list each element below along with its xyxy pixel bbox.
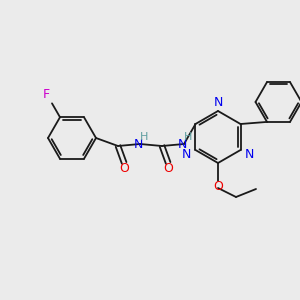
Text: N: N xyxy=(213,95,223,109)
Text: N: N xyxy=(133,137,143,151)
Text: O: O xyxy=(119,162,129,176)
Text: O: O xyxy=(213,179,223,193)
Text: N: N xyxy=(245,148,254,160)
Text: N: N xyxy=(177,137,187,151)
Text: N: N xyxy=(182,148,191,160)
Text: O: O xyxy=(163,162,173,176)
Text: H: H xyxy=(184,132,192,142)
Text: H: H xyxy=(140,132,148,142)
Text: F: F xyxy=(43,88,50,101)
